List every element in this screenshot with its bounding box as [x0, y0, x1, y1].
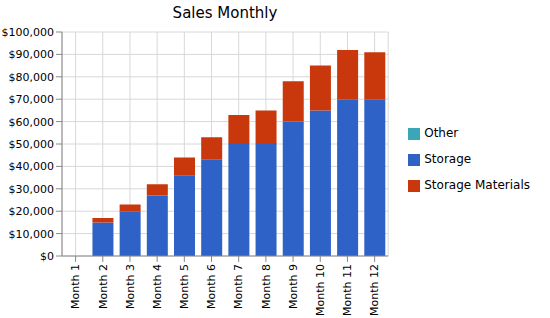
svg-text:Month 11: Month 11: [341, 264, 354, 316]
svg-text:Month 6: Month 6: [205, 264, 218, 309]
svg-text:$60,000: $60,000: [9, 116, 55, 129]
html-text:Other: Other: [424, 126, 459, 140]
svg-text:$20,000: $20,000: [9, 205, 55, 218]
svg-text:Month 8: Month 8: [260, 264, 273, 309]
html-text:Sales Monthly: Sales Monthly: [172, 4, 278, 22]
svg-text:$90,000: $90,000: [9, 48, 55, 61]
html-text:Storage: Storage: [424, 152, 472, 166]
svg-text:Month 7: Month 7: [233, 264, 246, 309]
html-text:Storage Materials: Storage Materials: [424, 178, 530, 192]
svg-text:$0: $0: [40, 250, 54, 263]
svg-text:$50,000: $50,000: [9, 138, 55, 151]
svg-text:Month 10: Month 10: [314, 264, 327, 316]
svg-text:Month 4: Month 4: [151, 264, 164, 309]
svg-text:$10,000: $10,000: [9, 228, 55, 241]
svg-text:Month 1: Month 1: [69, 264, 82, 309]
svg-text:Month 12: Month 12: [368, 264, 381, 316]
svg-text:$100,000: $100,000: [8, 26, 54, 39]
svg-text:Month 2: Month 2: [97, 264, 110, 309]
svg-text:Month 5: Month 5: [178, 264, 191, 309]
svg-text:$30,000: $30,000: [9, 183, 55, 196]
svg-text:Month 9: Month 9: [287, 264, 300, 309]
svg-text:$70,000: $70,000: [9, 93, 55, 106]
svg-text:$40,000: $40,000: [9, 160, 55, 173]
svg-text:Month 3: Month 3: [124, 264, 137, 309]
svg-text:$80,000: $80,000: [9, 71, 55, 84]
